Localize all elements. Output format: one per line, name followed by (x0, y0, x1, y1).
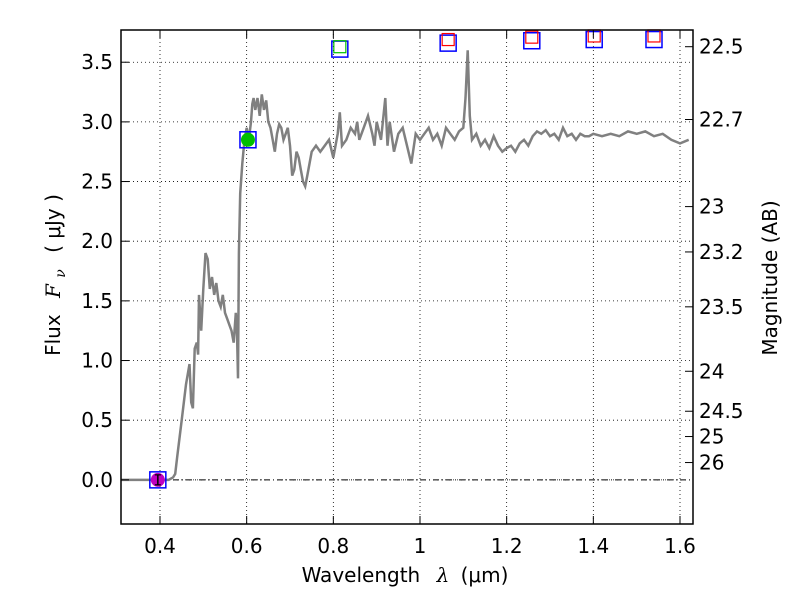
y-tick-label: 2.5 (81, 170, 113, 194)
y-axis-label-unit: ( μJy ) (41, 194, 65, 253)
y-tick-label: 3.0 (81, 110, 113, 134)
x-axis-label: Wavelength λ (μm) (302, 563, 509, 587)
y-tick-label: 0.0 (81, 468, 113, 492)
y2-tick-label: 23.2 (699, 240, 744, 264)
y2-tick-label: 22.5 (699, 35, 744, 59)
x-axis-label-prefix: Wavelength (302, 563, 421, 587)
x-tick-label: 1.6 (664, 534, 696, 558)
y-axis-label: Flux F ν ( μJy ) (41, 194, 70, 356)
photometry-box (523, 31, 541, 50)
y-axis-ticks: 0.0 0.5 1.0 1.5 2.0 2.5 3.0 3.5 (81, 50, 129, 492)
y2-tick-label: 23 (699, 195, 724, 219)
grid-lines (121, 30, 693, 524)
plot-area (121, 50, 690, 482)
y2-tick-label: 25 (699, 425, 724, 449)
x-tick-label: 1 (414, 534, 427, 558)
x-axis-ticks: 0.4 0.6 0.8 1 1.2 1.4 1.6 (144, 30, 696, 558)
y-axis-label-prefix: Flux (41, 314, 65, 356)
y2-tick-label: 23.5 (699, 295, 744, 319)
y-tick-label: 1.0 (81, 349, 113, 373)
photometry-box (585, 30, 603, 49)
axes-frame (120, 29, 694, 525)
y2-tick-label: 24 (699, 359, 724, 383)
y2-axis-label: Magnitude (AB) (758, 200, 782, 355)
photometry-box (439, 34, 457, 52)
y-tick-label: 3.5 (81, 50, 113, 74)
y2-tick-label: 24.5 (699, 399, 744, 423)
photometry-point (333, 40, 347, 54)
y-axis-label-symbol: F (41, 283, 65, 299)
y2-tick-label: 22.7 (699, 107, 744, 131)
x-axis-label-symbol: λ (436, 563, 450, 587)
x-tick-label: 0.8 (317, 534, 349, 558)
x-tick-label: 0.4 (144, 534, 176, 558)
y-tick-label: 1.5 (81, 289, 113, 313)
y-axis-label-subscript: ν (53, 269, 69, 278)
y2-tick-label: 26 (699, 451, 724, 475)
y-tick-label: 2.0 (81, 229, 113, 253)
photometry-box (239, 131, 257, 149)
spectrum-line (121, 50, 690, 482)
x-axis-label-unit: (μm) (461, 563, 509, 587)
photometry-points (149, 29, 663, 489)
photometry-point (441, 32, 455, 47)
photometry-point (240, 132, 255, 147)
photometry-box (645, 30, 663, 49)
x-tick-label: 0.6 (231, 534, 263, 558)
y-tick-label: 0.5 (81, 408, 113, 432)
x-tick-label: 1.2 (491, 534, 523, 558)
photometry-point (525, 30, 539, 44)
photometry-box (149, 471, 167, 489)
x-tick-label: 1.4 (577, 534, 609, 558)
